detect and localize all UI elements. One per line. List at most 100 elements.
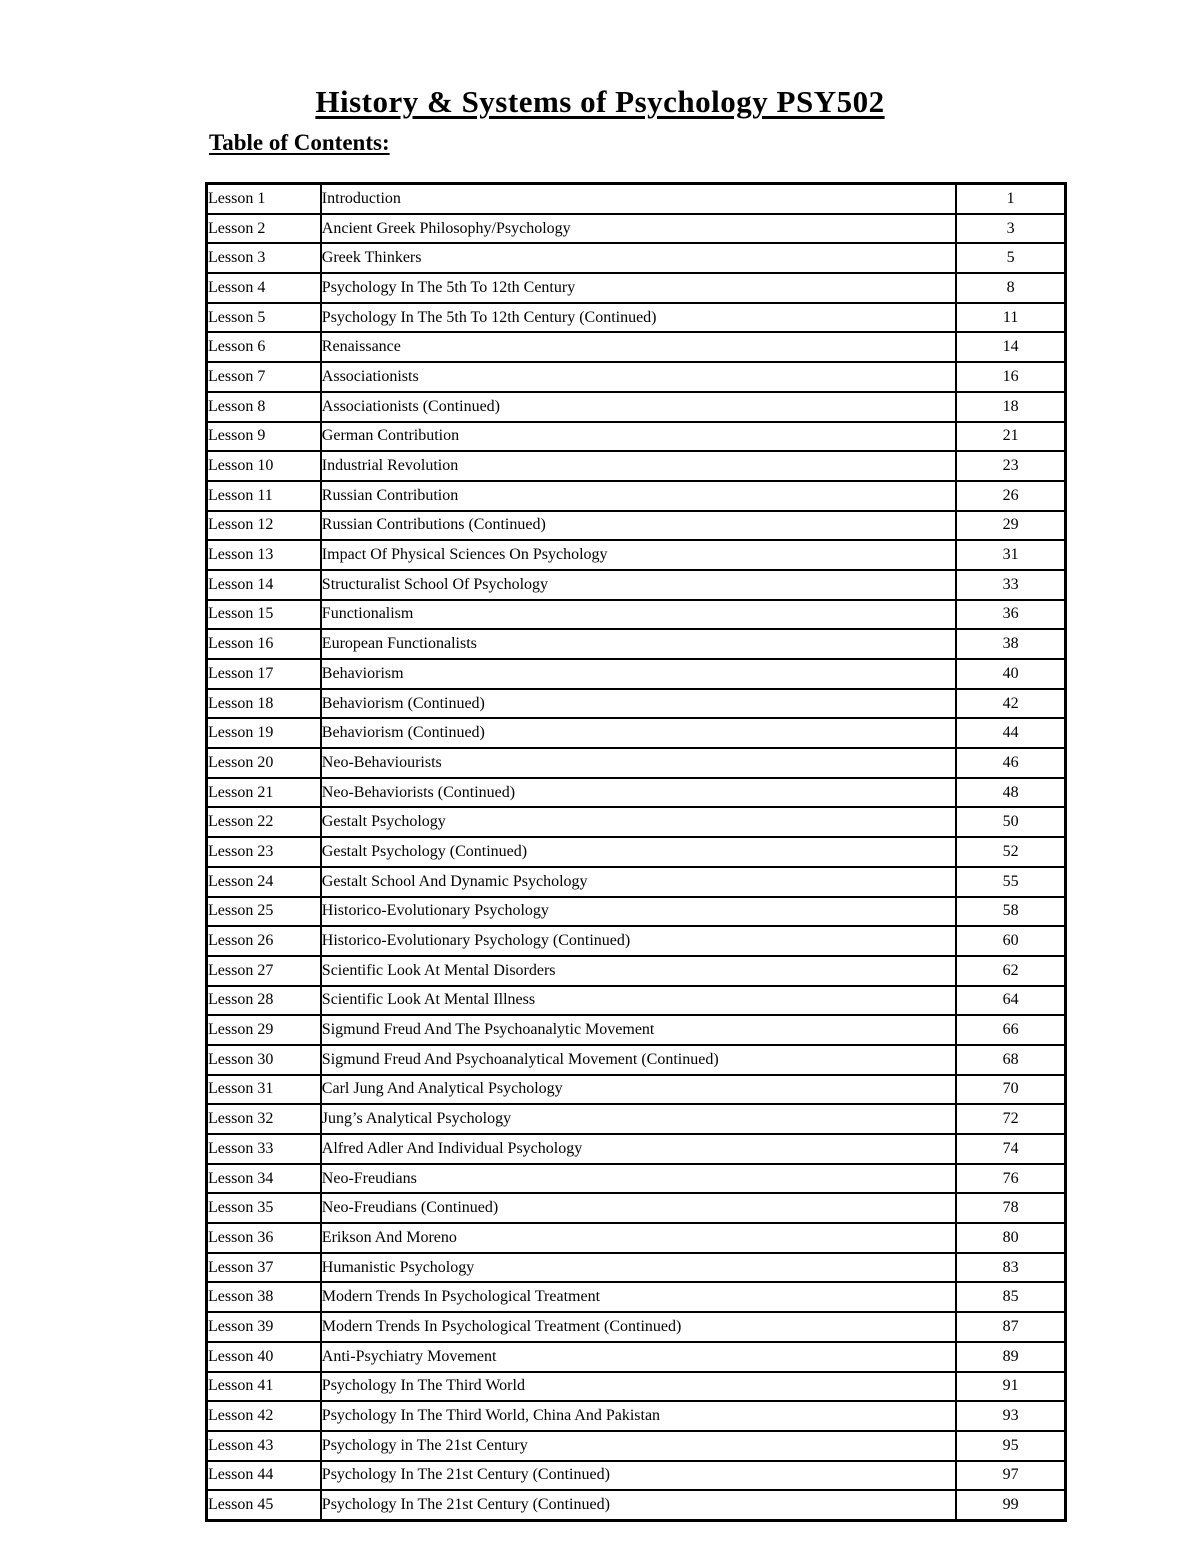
table-row: Lesson 6 Renaissance 14	[205, 331, 1067, 364]
page-cell: 23	[955, 450, 1067, 482]
lesson-cell: Lesson 4	[205, 272, 322, 304]
lesson-cell: Lesson 42	[205, 1400, 322, 1432]
title-cell: Sigmund Freud And Psychoanalytical Movem…	[319, 1043, 958, 1076]
table-row: Lesson 13 Impact Of Physical Sciences On…	[205, 539, 1067, 571]
table-row: Lesson 3 Greek Thinkers 5	[205, 242, 1067, 275]
title-cell: Psychology In The 5th To 12th Century (C…	[319, 301, 958, 334]
table-row: Lesson 16 European Functionalists 38	[205, 628, 1067, 660]
table-row: Lesson 14 Structuralist School Of Psycho…	[205, 568, 1067, 601]
page-cell: 70	[955, 1073, 1067, 1106]
lesson-cell: Lesson 34	[205, 1162, 322, 1195]
page-cell: 89	[955, 1340, 1067, 1373]
table-row: Lesson 44 Psychology In The 21st Century…	[205, 1459, 1067, 1492]
table-row: Lesson 41 Psychology In The Third World …	[205, 1370, 1067, 1403]
page-cell: 14	[955, 331, 1067, 364]
title-cell: Gestalt Psychology (Continued)	[319, 836, 958, 868]
title-cell: Renaissance	[319, 331, 958, 364]
lesson-cell: Lesson 16	[205, 628, 322, 660]
lesson-cell: Lesson 33	[205, 1133, 322, 1165]
lesson-cell: Lesson 21	[205, 776, 322, 809]
lesson-cell: Lesson 41	[205, 1370, 322, 1403]
lesson-cell: Lesson 10	[205, 450, 322, 482]
table-row: Lesson 31 Carl Jung And Analytical Psych…	[205, 1073, 1067, 1106]
page-cell: 78	[955, 1192, 1067, 1225]
table-row: Lesson 37 Humanistic Psychology 83	[205, 1251, 1067, 1284]
page-cell: 66	[955, 1014, 1067, 1046]
page-cell: 42	[955, 687, 1067, 720]
lesson-cell: Lesson 28	[205, 984, 322, 1017]
title-cell: Structuralist School Of Psychology	[319, 568, 958, 601]
table-row: Lesson 5 Psychology In The 5th To 12th C…	[205, 301, 1067, 334]
lesson-cell: Lesson 1	[205, 182, 322, 215]
lesson-cell: Lesson 8	[205, 390, 322, 423]
page-cell: 8	[955, 272, 1067, 304]
page-cell: 1	[955, 182, 1067, 215]
lesson-cell: Lesson 36	[205, 1222, 322, 1254]
table-row: Lesson 21 Neo-Behaviorists (Continued) 4…	[205, 776, 1067, 809]
title-cell: Gestalt Psychology	[319, 806, 958, 839]
title-cell: Psychology in The 21st Century	[319, 1429, 958, 1462]
lesson-cell: Lesson 27	[205, 954, 322, 987]
lesson-cell: Lesson 5	[205, 301, 322, 334]
title-cell: Scientific Look At Mental Illness	[319, 984, 958, 1017]
table-row: Lesson 2 Ancient Greek Philosophy/Psycho…	[205, 212, 1067, 245]
lesson-cell: Lesson 2	[205, 212, 322, 245]
page-cell: 44	[955, 717, 1067, 750]
lesson-cell: Lesson 17	[205, 658, 322, 690]
page-cell: 29	[955, 509, 1067, 542]
document-title: History & Systems of Psychology PSY502	[315, 84, 885, 119]
table-row: Lesson 24 Gestalt School And Dynamic Psy…	[205, 865, 1067, 898]
page-cell: 48	[955, 776, 1067, 809]
title-cell: Psychology In The Third World	[319, 1370, 958, 1403]
title-cell: Historico-Evolutionary Psychology	[319, 895, 958, 928]
page-cell: 99	[955, 1489, 1067, 1522]
lesson-cell: Lesson 14	[205, 568, 322, 601]
page-cell: 21	[955, 420, 1067, 453]
page-cell: 83	[955, 1251, 1067, 1284]
lesson-cell: Lesson 22	[205, 806, 322, 839]
page-cell: 62	[955, 954, 1067, 987]
toc-body: Lesson 1 Introduction 1 Lesson 2 Ancient…	[205, 182, 1067, 1522]
table-row: Lesson 7 Associationists 16	[205, 361, 1067, 393]
table-row: Lesson 10 Industrial Revolution 23	[205, 450, 1067, 482]
table-row: Lesson 29 Sigmund Freud And The Psychoan…	[205, 1014, 1067, 1046]
title-cell: Gestalt School And Dynamic Psychology	[319, 865, 958, 898]
table-row: Lesson 26 Historico-Evolutionary Psychol…	[205, 925, 1067, 957]
title-cell: Alfred Adler And Individual Psychology	[319, 1133, 958, 1165]
table-row: Lesson 36 Erikson And Moreno 80	[205, 1222, 1067, 1254]
title-cell: Psychology In The 21st Century (Continue…	[319, 1459, 958, 1492]
page-cell: 40	[955, 658, 1067, 690]
page-cell: 11	[955, 301, 1067, 334]
page-cell: 3	[955, 212, 1067, 245]
lesson-cell: Lesson 11	[205, 479, 322, 512]
title-cell: Erikson And Moreno	[319, 1222, 958, 1254]
lesson-cell: Lesson 35	[205, 1192, 322, 1225]
table-row: Lesson 39 Modern Trends In Psychological…	[205, 1311, 1067, 1343]
page-cell: 95	[955, 1429, 1067, 1462]
table-row: Lesson 19 Behaviorism (Continued) 44	[205, 717, 1067, 750]
page-cell: 93	[955, 1400, 1067, 1432]
table-row: Lesson 43 Psychology in The 21st Century…	[205, 1429, 1067, 1462]
table-row: Lesson 40 Anti-Psychiatry Movement 89	[205, 1340, 1067, 1373]
title-cell: Industrial Revolution	[319, 450, 958, 482]
table-row: Lesson 9 German Contribution 21	[205, 420, 1067, 453]
page-cell: 76	[955, 1162, 1067, 1195]
title-cell: Russian Contribution	[319, 479, 958, 512]
page-cell: 33	[955, 568, 1067, 601]
lesson-cell: Lesson 44	[205, 1459, 322, 1492]
table-row: Lesson 18 Behaviorism (Continued) 42	[205, 687, 1067, 720]
lesson-cell: Lesson 15	[205, 598, 322, 631]
title-cell: Psychology In The Third World, China And…	[319, 1400, 958, 1432]
table-row: Lesson 38 Modern Trends In Psychological…	[205, 1281, 1067, 1314]
title-cell: Behaviorism (Continued)	[319, 717, 958, 750]
table-row: Lesson 15 Functionalism 36	[205, 598, 1067, 631]
lesson-cell: Lesson 9	[205, 420, 322, 453]
page-cell: 91	[955, 1370, 1067, 1403]
page-cell: 74	[955, 1133, 1067, 1165]
table-row: Lesson 34 Neo-Freudians 76	[205, 1162, 1067, 1195]
title-cell: Historico-Evolutionary Psychology (Conti…	[319, 925, 958, 957]
lesson-cell: Lesson 20	[205, 747, 322, 779]
table-row: Lesson 35 Neo-Freudians (Continued) 78	[205, 1192, 1067, 1225]
page-cell: 18	[955, 390, 1067, 423]
